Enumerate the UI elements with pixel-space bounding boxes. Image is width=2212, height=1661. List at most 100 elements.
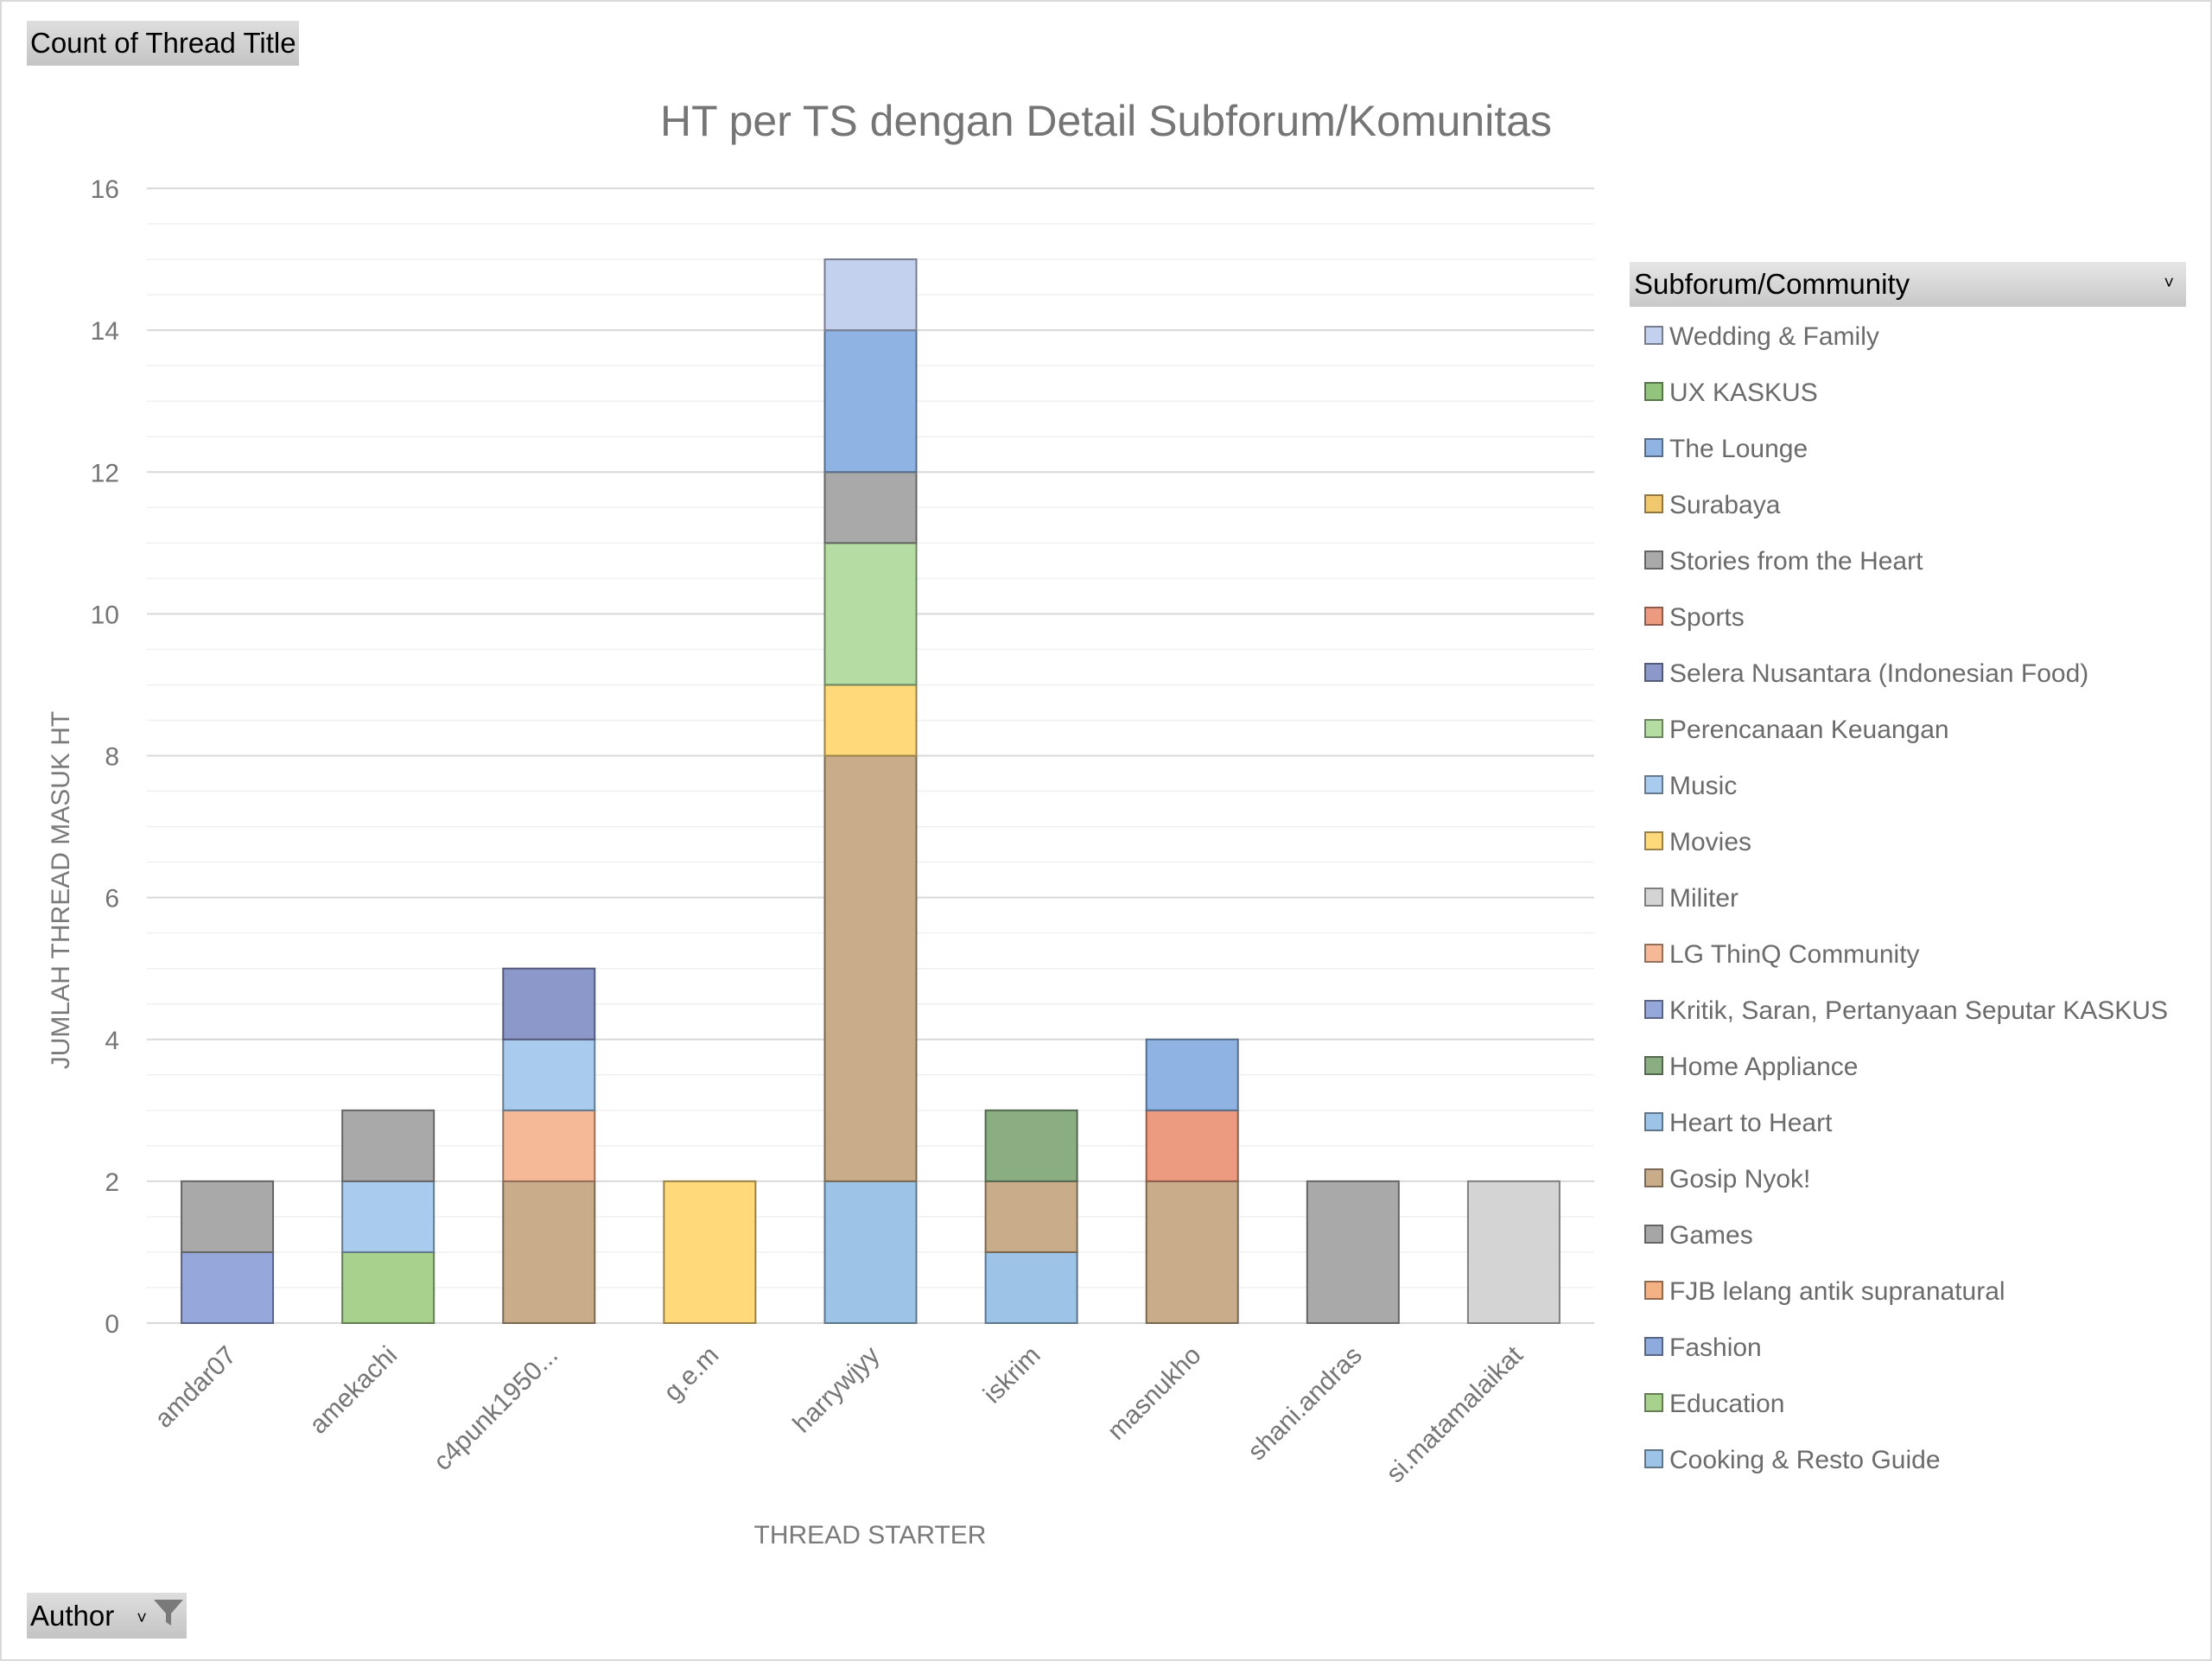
legend-swatch: [1644, 775, 1663, 794]
chevron-down-icon: ˅: [137, 1609, 147, 1628]
y-tick-label: 8: [105, 743, 119, 772]
legend-swatch: [1644, 550, 1663, 570]
legend-swatch: [1644, 1056, 1663, 1075]
y-tick-label: 4: [105, 1027, 119, 1055]
bar-segment: [1466, 1180, 1560, 1324]
legend-swatch: [1644, 1393, 1663, 1412]
bar-segment: [823, 1180, 918, 1324]
legend-entry: Surabaya: [1669, 491, 1781, 519]
legend-swatch: [1644, 1281, 1663, 1300]
legend-entry: The Lounge: [1669, 435, 1808, 463]
y-tick-label: 0: [105, 1310, 119, 1339]
y-tick-label: 14: [91, 317, 119, 346]
x-tick-label: c4punk1950...: [429, 1341, 564, 1477]
bar-segment: [1145, 1038, 1239, 1111]
legend-entry: Cooking & Resto Guide: [1669, 1446, 1941, 1474]
legend-entry: Selera Nusantara (Indonesian Food): [1669, 659, 2088, 688]
x-tick-label: iskrim: [978, 1341, 1046, 1410]
bar-segment: [984, 1251, 1078, 1324]
legend-entry: Militer: [1669, 884, 1738, 913]
legend-entry: Heart to Heart: [1669, 1109, 1833, 1137]
legend-swatch: [1644, 382, 1663, 401]
x-tick-label: amekachi: [304, 1341, 403, 1440]
y-tick-label: 10: [91, 601, 119, 629]
legend-entry: Perencanaan Keuangan: [1669, 716, 1949, 744]
count-of-thread-title-button[interactable]: Count of Thread Title: [27, 21, 299, 66]
legend-entry: UX KASKUS: [1669, 379, 1818, 407]
bar-segment: [823, 258, 918, 332]
legend-swatch: [1644, 944, 1663, 963]
bar-segment: [502, 1109, 596, 1182]
bar-segment: [823, 471, 918, 544]
legend-entry: Home Appliance: [1669, 1053, 1858, 1081]
bar-segment: [341, 1251, 435, 1324]
chart-title: HT per TS dengan Detail Subforum/Komunit…: [660, 97, 1552, 145]
bar-segment: [823, 684, 918, 757]
bar-segment: [341, 1109, 435, 1182]
legend-swatch: [1644, 1449, 1663, 1468]
y-axis-label: JUMLAH THREAD MASUK HT: [47, 711, 75, 1070]
filter-funnel-icon: [152, 1596, 185, 1636]
legend-entry: Kritik, Saran, Pertanyaan Seputar KASKUS: [1669, 996, 2168, 1025]
bar-segment: [823, 542, 918, 686]
legend: Wedding & Family UX KASKUS The Lounge Surab…: [1644, 322, 2168, 1474]
legend-swatch: [1644, 1225, 1663, 1244]
legend-filter-button[interactable]: Subforum/Community ˅: [1630, 262, 2186, 307]
y-tick-label: 6: [105, 885, 119, 913]
legend-entry: Education: [1669, 1390, 1784, 1418]
bar-segment: [181, 1251, 275, 1324]
bar-segment: [502, 1038, 596, 1111]
legend-entry: Music: [1669, 772, 1737, 800]
legend-entry: Wedding & Family: [1669, 322, 1879, 351]
legend-entry: LG ThinQ Community: [1669, 940, 1920, 969]
y-tick-label: 12: [91, 459, 119, 487]
x-tick-label: harrywjyy: [788, 1341, 886, 1439]
x-axis-label: THREAD STARTER: [754, 1521, 987, 1550]
legend-title: Subforum/Community: [1634, 268, 1910, 300]
legend-swatch: [1644, 1337, 1663, 1356]
bar-segment: [341, 1180, 435, 1253]
legend-swatch: [1644, 1112, 1663, 1131]
legend-swatch: [1644, 326, 1663, 345]
legend-entry: Sports: [1669, 603, 1745, 632]
legend-swatch: [1644, 663, 1663, 682]
y-tick-label: 16: [91, 175, 119, 204]
bar-segment: [984, 1180, 1078, 1253]
bar-segment: [1145, 1109, 1239, 1182]
y-axis-ticks: 0 2 4 6 8 10 12 14 16: [91, 175, 119, 1339]
x-tick-label: masnukho: [1102, 1341, 1206, 1446]
legend-entry: Stories from the Heart: [1669, 547, 1923, 576]
legend-entry: Movies: [1669, 828, 1751, 856]
x-tick-label: shani.andras: [1243, 1341, 1368, 1467]
bar-segment: [502, 1180, 596, 1324]
bar-segment: [984, 1109, 1078, 1182]
legend-swatch: [1644, 607, 1663, 626]
x-tick-label: si.matamalaikat: [1381, 1340, 1529, 1488]
bar-segment: [823, 754, 918, 1182]
bar-segment: [1145, 1180, 1239, 1324]
legend-entry: Gosip Nyok!: [1669, 1165, 1810, 1193]
legend-swatch: [1644, 719, 1663, 738]
bar-segment: [1306, 1180, 1400, 1324]
legend-swatch: [1644, 494, 1663, 513]
legend-entry: FJB lelang antik supranatural: [1669, 1277, 2005, 1306]
author-filter-button[interactable]: Author ˅: [27, 1593, 187, 1639]
legend-swatch: [1644, 888, 1663, 907]
legend-swatch: [1644, 831, 1663, 850]
legend-entry: Games: [1669, 1221, 1753, 1250]
legend-swatch: [1644, 438, 1663, 457]
bars: [181, 258, 1560, 1324]
x-axis-ticks: amdar07 amekachi c4punk1950... g.e.m harrywj…: [149, 1340, 1529, 1488]
x-tick-label: g.e.m: [658, 1341, 724, 1407]
x-tick-label: amdar07: [149, 1341, 242, 1434]
y-tick-label: 2: [105, 1168, 119, 1197]
legend-swatch: [1644, 1168, 1663, 1187]
bar-segment: [663, 1180, 757, 1324]
legend-swatch: [1644, 1000, 1663, 1019]
chevron-down-icon: ˅: [2164, 274, 2174, 293]
bar-segment: [181, 1180, 275, 1253]
legend-entry: Fashion: [1669, 1333, 1762, 1362]
count-button-label: Count of Thread Title: [30, 27, 296, 59]
